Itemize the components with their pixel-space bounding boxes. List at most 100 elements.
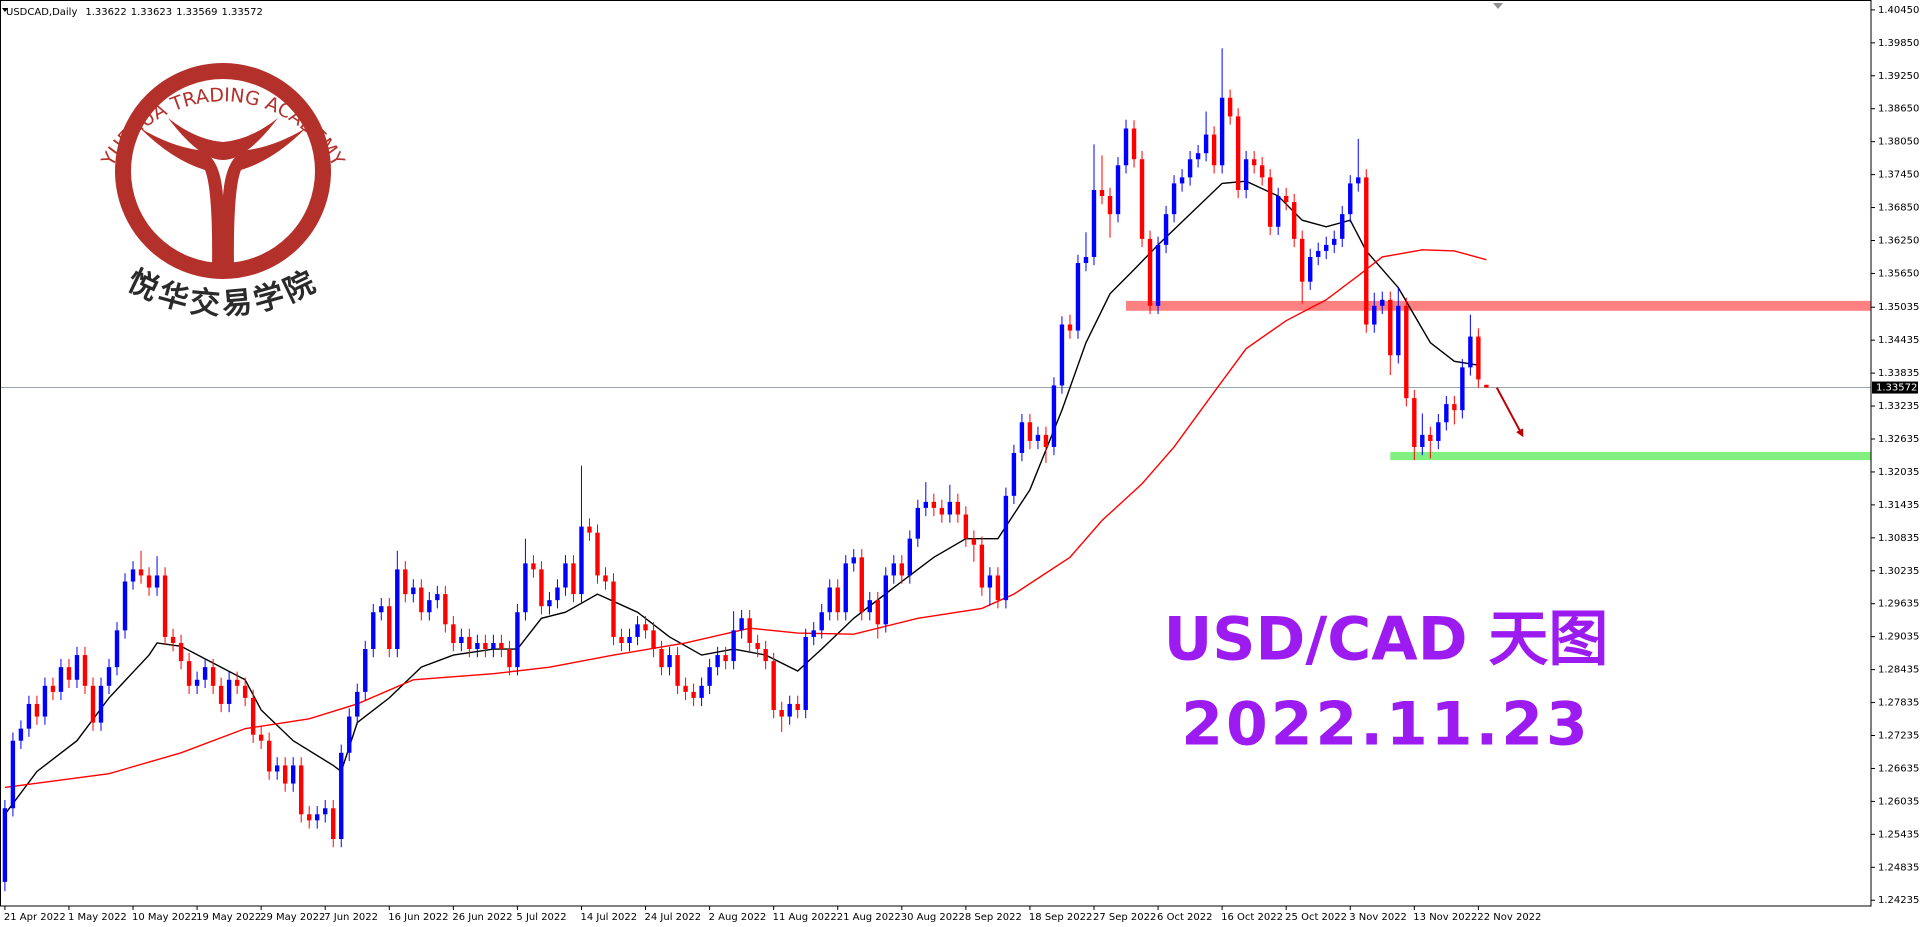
candle-body bbox=[627, 636, 632, 643]
y-tick-label: 1.36250 bbox=[1878, 236, 1919, 247]
candle-body bbox=[851, 557, 856, 564]
candle-body bbox=[1484, 384, 1489, 388]
candle-body bbox=[427, 600, 432, 613]
candle-body bbox=[547, 600, 552, 607]
y-tick-label: 1.36850 bbox=[1878, 203, 1919, 214]
candle-body bbox=[298, 765, 304, 815]
y-tick-label: 1.38050 bbox=[1878, 137, 1919, 148]
candle-body bbox=[1267, 177, 1273, 227]
logo-emblem-top bbox=[168, 118, 278, 160]
candle-body bbox=[947, 501, 953, 515]
candle-body bbox=[1171, 183, 1177, 215]
candle-body bbox=[643, 624, 648, 631]
candle-body bbox=[715, 655, 720, 668]
candle-body bbox=[1123, 128, 1129, 166]
candle-body bbox=[667, 655, 672, 668]
candle-body bbox=[827, 587, 832, 613]
candle-body bbox=[731, 630, 736, 662]
candle-body bbox=[1380, 299, 1385, 306]
candle-body bbox=[387, 606, 392, 650]
candle-body bbox=[619, 636, 624, 643]
candle-body bbox=[1035, 434, 1041, 441]
candle-body bbox=[307, 814, 312, 821]
candle-body bbox=[555, 587, 560, 601]
candle-body bbox=[18, 728, 24, 741]
y-tick-label: 1.26635 bbox=[1878, 763, 1919, 774]
x-tick-label: 10 May 2022 bbox=[132, 912, 197, 923]
header-symbol: USDCAD,Daily 1.33622 1.33623 1.33569 1.33572 bbox=[6, 7, 263, 18]
candle-body bbox=[1308, 256, 1313, 282]
logo-emblem bbox=[140, 128, 306, 268]
header-arrow bbox=[2, 8, 8, 12]
candle-body bbox=[811, 630, 816, 637]
x-tick-label: 5 Jul 2022 bbox=[516, 912, 566, 923]
y-tick-label: 1.27835 bbox=[1878, 698, 1919, 709]
candle-body bbox=[290, 765, 296, 784]
plot-area bbox=[0, 48, 1871, 892]
candle-body bbox=[515, 612, 520, 668]
candle-body bbox=[339, 752, 344, 840]
arrow bbox=[1495, 387, 1524, 438]
candle-body bbox=[411, 587, 416, 595]
candle-body bbox=[74, 655, 80, 680]
candle-body bbox=[282, 765, 288, 784]
candle-body bbox=[531, 563, 536, 570]
candle-body bbox=[218, 685, 224, 704]
candle-body bbox=[138, 569, 144, 576]
candle-body bbox=[226, 679, 232, 704]
candle-body bbox=[1107, 196, 1113, 215]
candle-body bbox=[66, 667, 72, 680]
candle-body bbox=[875, 600, 880, 625]
candle-body bbox=[258, 734, 264, 741]
y-tick-label: 1.28435 bbox=[1878, 665, 1919, 676]
x-tick-label: 18 Sep 2022 bbox=[1029, 912, 1092, 923]
candle-body bbox=[1059, 324, 1065, 386]
candle-body bbox=[1203, 134, 1209, 154]
candle-body bbox=[707, 667, 712, 686]
x-tick-label: 3 Nov 2022 bbox=[1349, 912, 1407, 923]
candle-body bbox=[1187, 159, 1193, 178]
candle-body bbox=[1420, 434, 1425, 447]
candle-body bbox=[995, 575, 1001, 601]
x-tick-label: 6 Oct 2022 bbox=[1157, 912, 1212, 923]
candle-body bbox=[1251, 159, 1257, 166]
candle-body bbox=[1219, 97, 1225, 166]
candle-body bbox=[130, 569, 136, 582]
candle-body bbox=[355, 691, 360, 717]
candle-body bbox=[659, 649, 664, 668]
candle-body bbox=[210, 667, 216, 686]
candle-body bbox=[1195, 153, 1201, 160]
y-tick-label: 1.31435 bbox=[1878, 500, 1919, 511]
x-tick-label: 27 Sep 2022 bbox=[1093, 912, 1156, 923]
candle-body bbox=[867, 600, 872, 613]
candle-body bbox=[451, 624, 456, 643]
logo-ring bbox=[115, 63, 331, 279]
y-tick-label: 1.26035 bbox=[1878, 796, 1919, 807]
candle-body bbox=[587, 526, 592, 533]
candle-body bbox=[891, 563, 896, 576]
candle-body bbox=[507, 649, 512, 668]
candle-body bbox=[1324, 244, 1329, 251]
candle-body bbox=[915, 507, 921, 539]
candle-body bbox=[1211, 134, 1217, 166]
candle-body bbox=[1372, 305, 1377, 325]
candle-body bbox=[747, 618, 752, 643]
candle-body bbox=[979, 544, 985, 588]
y-tick-label: 1.24235 bbox=[1878, 895, 1919, 906]
candle-body bbox=[26, 703, 32, 729]
candle-body bbox=[34, 703, 40, 717]
x-tick-label: 22 Nov 2022 bbox=[1477, 912, 1541, 923]
candle-body bbox=[154, 575, 160, 588]
candle-body bbox=[763, 649, 768, 662]
candle-body bbox=[1412, 398, 1417, 447]
candle-body bbox=[1460, 367, 1465, 411]
candle-body bbox=[106, 667, 112, 686]
x-tick-label: 21 Apr 2022 bbox=[4, 912, 66, 923]
candle-body bbox=[499, 642, 504, 650]
y-tick-label: 1.35650 bbox=[1878, 268, 1919, 279]
y-tick-label: 1.40450 bbox=[1878, 5, 1919, 16]
candle-body bbox=[443, 594, 448, 625]
candle-body bbox=[771, 661, 776, 710]
